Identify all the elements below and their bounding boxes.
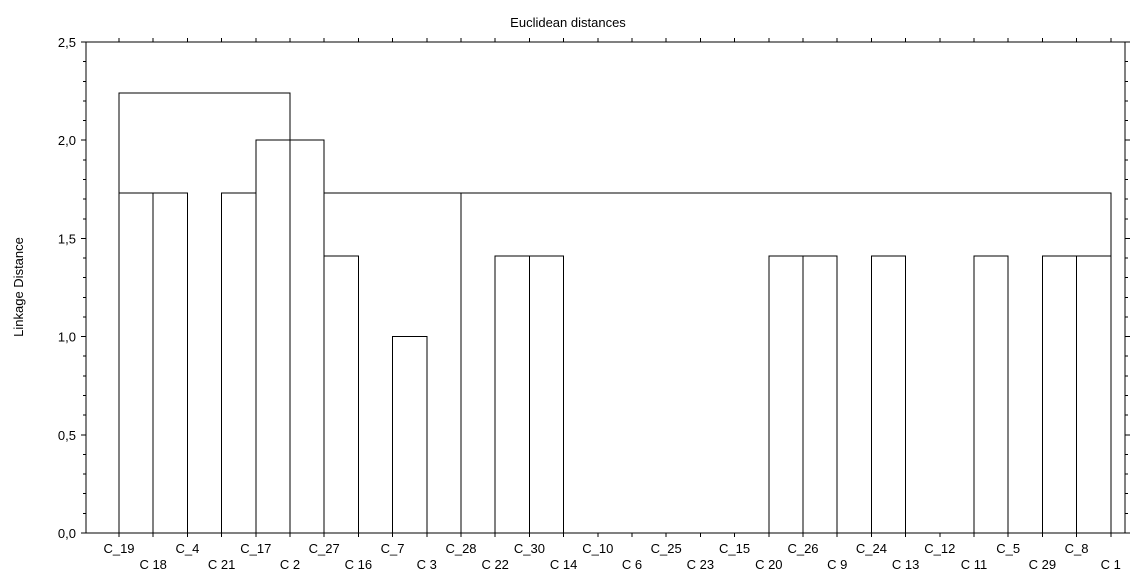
leaf-label: C 18 bbox=[139, 557, 166, 572]
leaf-label: C 16 bbox=[345, 557, 372, 572]
dendrogram-link bbox=[221, 192, 257, 533]
leaf-label: C_7 bbox=[381, 541, 405, 556]
dendrogram-link bbox=[461, 192, 1112, 257]
leaf-label: C_17 bbox=[240, 541, 271, 556]
dendrogram-link bbox=[1076, 255, 1112, 533]
leaf-label: C_5 bbox=[996, 541, 1020, 556]
leaf-label: C 13 bbox=[892, 557, 919, 572]
leaf-label: C_26 bbox=[787, 541, 818, 556]
dendrogram-link bbox=[803, 255, 838, 533]
y-axis: 0,0 0,5 1,0 1,5 2,0 2,5 bbox=[58, 35, 1130, 541]
dendrogram-link bbox=[118, 192, 154, 533]
dendrogram-links bbox=[118, 92, 1112, 533]
leaf-label: C_30 bbox=[514, 541, 545, 556]
chart-title: Euclidean distances bbox=[510, 15, 626, 30]
leaf-label: C_10 bbox=[582, 541, 613, 556]
leaf-label: C 23 bbox=[687, 557, 714, 572]
y-tick-label: 2,5 bbox=[58, 35, 76, 50]
leaf-label: C_4 bbox=[175, 541, 199, 556]
dendrogram-link bbox=[494, 255, 530, 533]
plot-frame bbox=[85, 41, 1126, 534]
leaf-label: C 1 bbox=[1101, 557, 1121, 572]
y-tick-label: 2,0 bbox=[58, 133, 76, 148]
dendrogram-link bbox=[153, 192, 188, 533]
leaf-label: C_8 bbox=[1065, 541, 1089, 556]
dendrogram-link bbox=[768, 255, 804, 533]
dendrogram-link bbox=[529, 255, 565, 533]
leaf-label: C 3 bbox=[417, 557, 437, 572]
leaf-label: C 11 bbox=[961, 557, 988, 572]
leaf-label: C 14 bbox=[550, 557, 577, 572]
leaf-label: C 29 bbox=[1029, 557, 1056, 572]
leaf-label: C_24 bbox=[856, 541, 887, 556]
leaf-label: C 6 bbox=[622, 557, 642, 572]
y-tick-label: 0,0 bbox=[58, 526, 76, 541]
leaf-label: C 20 bbox=[755, 557, 782, 572]
leaf-label: C_12 bbox=[924, 541, 955, 556]
dendrogram-link bbox=[870, 255, 907, 533]
leaf-label: C 21 bbox=[208, 557, 235, 572]
dendrogram-link bbox=[255, 139, 291, 533]
dendrogram-link bbox=[1041, 255, 1078, 533]
y-tick-label: 0,5 bbox=[58, 428, 76, 443]
leaf-label: C 9 bbox=[827, 557, 847, 572]
leaf-label: C 2 bbox=[280, 557, 300, 572]
dendrogram-link bbox=[323, 255, 359, 533]
dendrogram-link bbox=[392, 336, 428, 533]
leaf-labels: C_19 C 18 C_4 C 21 C_17 C 2 C_27 C 16 C_7 C 3 C_28… bbox=[103, 541, 1120, 572]
dendrogram-link bbox=[323, 192, 462, 533]
leaf-label: C_15 bbox=[719, 541, 750, 556]
dendrogram-link bbox=[118, 92, 291, 194]
y-axis-label: Linkage Distance bbox=[11, 237, 26, 337]
x-axis bbox=[118, 38, 1112, 537]
leaf-label: C 22 bbox=[481, 557, 508, 572]
leaf-label: C_28 bbox=[445, 541, 476, 556]
y-tick-label: 1,5 bbox=[58, 231, 76, 246]
leaf-label: C_19 bbox=[103, 541, 134, 556]
dendrogram-link bbox=[290, 139, 325, 194]
y-tick-label: 1,0 bbox=[58, 330, 76, 345]
leaf-label: C_25 bbox=[651, 541, 682, 556]
plot-border bbox=[85, 41, 1126, 534]
dendrogram-link bbox=[973, 255, 1009, 533]
leaf-label: C_27 bbox=[309, 541, 340, 556]
